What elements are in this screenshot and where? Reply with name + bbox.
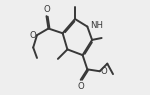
Text: O: O [43, 5, 50, 14]
Text: NH: NH [90, 21, 103, 30]
Text: O: O [29, 31, 36, 40]
Text: O: O [77, 82, 84, 91]
Text: O: O [101, 67, 107, 76]
